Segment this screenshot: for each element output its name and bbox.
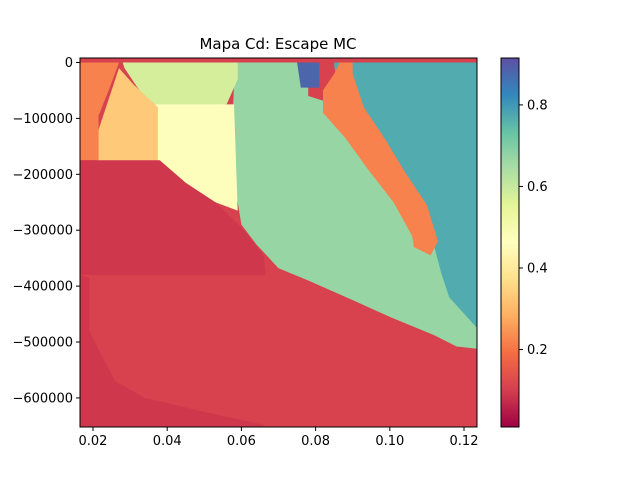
x-tick-label: 0.06 bbox=[227, 434, 256, 449]
heatmap-region-2 bbox=[122, 62, 238, 107]
colorbar-tick-label: 0.6 bbox=[527, 180, 548, 195]
y-tick-label: −100000 bbox=[12, 112, 73, 127]
x-tick-label: 0.12 bbox=[450, 434, 479, 449]
heatmap-region-5 bbox=[80, 62, 119, 161]
y-tick-label: −200000 bbox=[12, 168, 73, 183]
colorbar-axis: 0.2 0.4 0.6 0.8 bbox=[519, 98, 548, 358]
x-tick-label: 0.02 bbox=[79, 434, 108, 449]
colorbar-tick-label: 0.2 bbox=[527, 343, 548, 358]
x-tick-label: 0.04 bbox=[153, 434, 182, 449]
x-tick-label: 0.08 bbox=[301, 434, 330, 449]
heatmap-region-4 bbox=[96, 68, 158, 164]
heatmap-regions bbox=[80, 62, 477, 427]
heatmap-region-9 bbox=[297, 62, 320, 88]
colorbar-tick-label: 0.8 bbox=[527, 98, 548, 113]
heatmap-region-7 bbox=[80, 160, 266, 275]
colorbar-tick-label: 0.4 bbox=[527, 261, 548, 276]
x-tick-label: 0.10 bbox=[375, 434, 404, 449]
x-axis: 0.02 0.04 0.06 0.08 0.10 0.12 bbox=[79, 427, 479, 449]
heatmap-region-1 bbox=[230, 62, 477, 349]
y-tick-label: −400000 bbox=[12, 280, 73, 295]
y-tick-label: −300000 bbox=[12, 224, 73, 239]
y-tick-label: 0 bbox=[65, 56, 73, 71]
y-tick-label: −500000 bbox=[12, 336, 73, 351]
y-tick-label: −600000 bbox=[12, 391, 73, 406]
plot-frame bbox=[79, 57, 478, 428]
chart-title: Mapa Cd: Escape MC bbox=[199, 35, 356, 53]
heatmap-region-8 bbox=[80, 274, 264, 427]
heatmap-region-6 bbox=[323, 62, 438, 256]
colorbar bbox=[500, 57, 520, 428]
y-axis: 0 −100000 −200000 −300000 −400000 −500000 −600… bbox=[12, 56, 80, 406]
